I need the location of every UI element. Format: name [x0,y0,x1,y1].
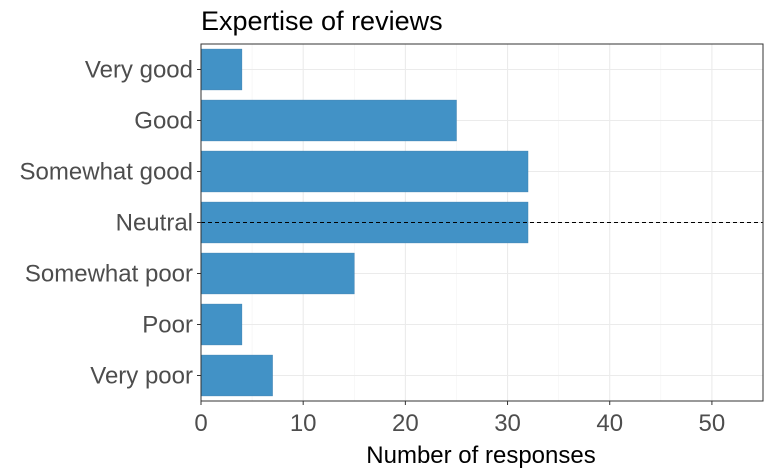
x-tick-label: 10 [290,410,317,437]
x-tick-label: 40 [596,410,623,437]
x-axis-ticks: 0 10 20 30 40 50 [194,401,725,437]
category-labels: Very good Good Somewhat good Neutral Somewha… [20,57,201,390]
category-label: Very poor [90,363,193,390]
bar-good [200,99,457,142]
category-label: Somewhat good [20,159,193,186]
category-label: Very good [85,57,193,84]
x-tick-label: 20 [392,410,419,437]
chart-title: Expertise of reviews [201,6,443,36]
bar-poor [200,303,243,346]
x-axis-title: Number of responses [366,442,595,469]
bars [200,48,529,397]
x-tick-label: 50 [699,410,726,437]
category-label: Good [134,108,193,135]
x-tick-label: 30 [494,410,521,437]
x-tick-label: 0 [194,410,207,437]
category-label: Neutral [116,210,193,237]
bar-very-good [200,48,243,91]
category-label: Somewhat poor [25,261,193,288]
bar-very-poor [200,354,273,397]
bar-somewhat-poor [200,252,355,295]
category-label: Poor [142,312,193,339]
bar-somewhat-good [200,150,529,193]
